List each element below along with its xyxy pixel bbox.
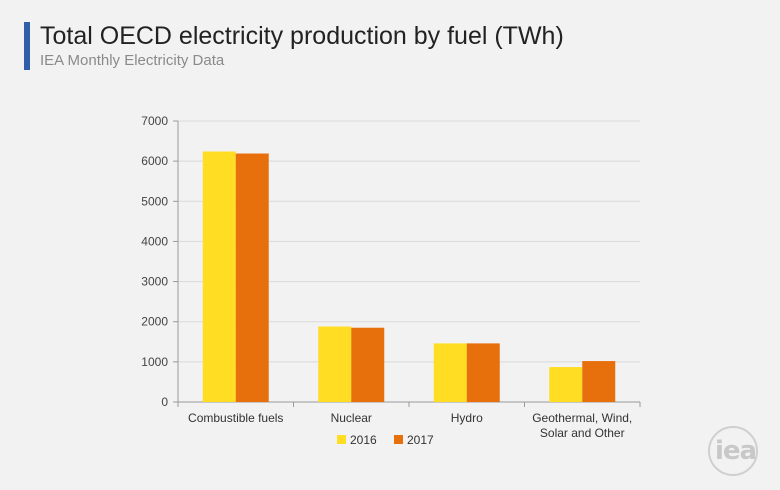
legend-swatch-2016 (337, 435, 346, 444)
bar-2017 (582, 361, 616, 402)
iea-logo (708, 426, 758, 476)
y-tick-label: 6000 (141, 154, 168, 168)
bar-2016 (549, 367, 583, 402)
bar-2017 (466, 343, 500, 402)
y-tick-label: 4000 (141, 234, 168, 248)
y-tick-label: 0 (161, 395, 168, 409)
y-tick-label: 3000 (141, 275, 168, 289)
x-tick-label: Hydro (451, 411, 483, 425)
y-tick-label: 2000 (141, 315, 168, 329)
legend-label-2017: 2017 (407, 433, 434, 447)
x-tick-label: Combustible fuels (188, 411, 283, 425)
bar-2016 (433, 343, 467, 402)
legend-label-2016: 2016 (350, 433, 377, 447)
y-tick-label: 7000 (141, 114, 168, 128)
y-tick-label: 5000 (141, 194, 168, 208)
y-tick-label: 1000 (141, 355, 168, 369)
chart-title: Total OECD electricity production by fue… (40, 22, 564, 50)
bar-2016 (318, 326, 352, 402)
title-accent-bar (24, 22, 30, 70)
x-tick-label: Geothermal, Wind, (532, 411, 632, 425)
bar-2016 (202, 151, 236, 402)
iea-logo-text: iea (715, 436, 757, 466)
x-tick-label: Solar and Other (540, 426, 625, 440)
legend-swatch-2017 (394, 435, 403, 444)
bar-2017 (235, 153, 269, 402)
bar-2017 (351, 327, 385, 402)
x-tick-label: Nuclear (331, 411, 372, 425)
chart-subtitle: IEA Monthly Electricity Data (40, 52, 225, 69)
